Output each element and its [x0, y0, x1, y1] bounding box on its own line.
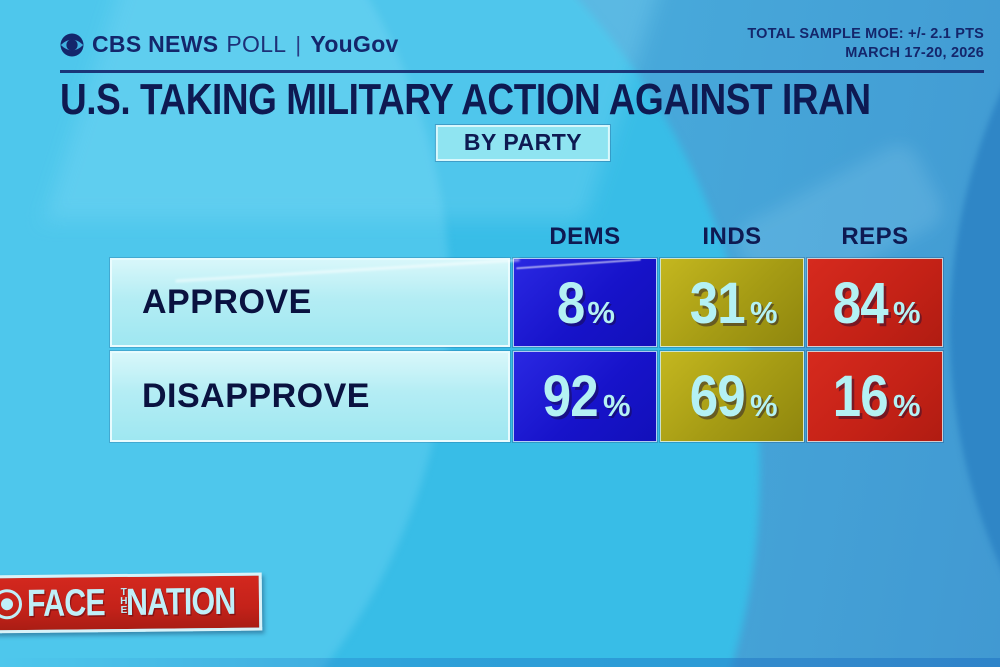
value: 92	[543, 364, 599, 429]
column-header-dems: DEMS	[549, 223, 621, 250]
by-party-badge: BY PARTY	[435, 125, 611, 161]
percent-sign: %	[749, 388, 778, 423]
background-bottom-strip	[0, 658, 1000, 667]
percent-sign: %	[892, 295, 921, 330]
page-title: U.S. TAKING MILITARY ACTION AGAINST IRAN	[60, 75, 871, 124]
cell-disapprove-reps: 16%	[807, 351, 943, 442]
brand-cbs-news: CBS NEWS	[92, 31, 219, 57]
cell-approve-inds: 31%	[660, 258, 804, 347]
value: 31	[690, 271, 746, 336]
brand-yougov: YouGov	[310, 31, 399, 57]
value: 8	[556, 271, 585, 336]
poll-results-table: DEMS INDS REPS APPROVE 8% 31% 84% DISAPP…	[110, 221, 943, 442]
face-the-nation-logo: FACE THE NATION	[0, 572, 263, 634]
percent-sign: %	[587, 295, 615, 330]
cbs-news-poll-logo: CBS NEWS POLL | YouGov	[60, 31, 399, 58]
cell-disapprove-dems: 92%	[513, 351, 657, 442]
ftn-eye-icon	[0, 588, 23, 620]
column-header-reps: REPS	[841, 223, 909, 250]
value: 84	[833, 271, 889, 336]
brand-poll: POLL	[226, 31, 287, 57]
value: 69	[690, 364, 746, 429]
percent-sign: %	[892, 388, 921, 423]
cell-approve-reps: 84%	[807, 258, 943, 347]
value: 16	[833, 364, 889, 429]
ftn-face: FACE	[26, 581, 106, 625]
row-label-disapprove: DISAPPROVE	[110, 351, 510, 442]
header-rule	[60, 70, 984, 73]
brand-divider: |	[295, 31, 302, 57]
percent-sign: %	[749, 295, 778, 330]
cell-disapprove-inds: 69%	[660, 351, 804, 442]
ftn-nation: NATION	[126, 580, 237, 624]
cell-approve-dems: 8%	[513, 258, 657, 347]
cbs-eye-icon	[60, 33, 84, 57]
sample-moe-note: TOTAL SAMPLE MOE: +/- 2.1 PTS MARCH 17-2…	[747, 25, 984, 63]
percent-sign: %	[602, 388, 631, 423]
moe-line-1: TOTAL SAMPLE MOE: +/- 2.1 PTS	[747, 26, 984, 42]
moe-line-2: MARCH 17-20, 2026	[845, 45, 984, 61]
column-header-inds: INDS	[702, 223, 762, 250]
corner-spacer	[110, 221, 510, 254]
